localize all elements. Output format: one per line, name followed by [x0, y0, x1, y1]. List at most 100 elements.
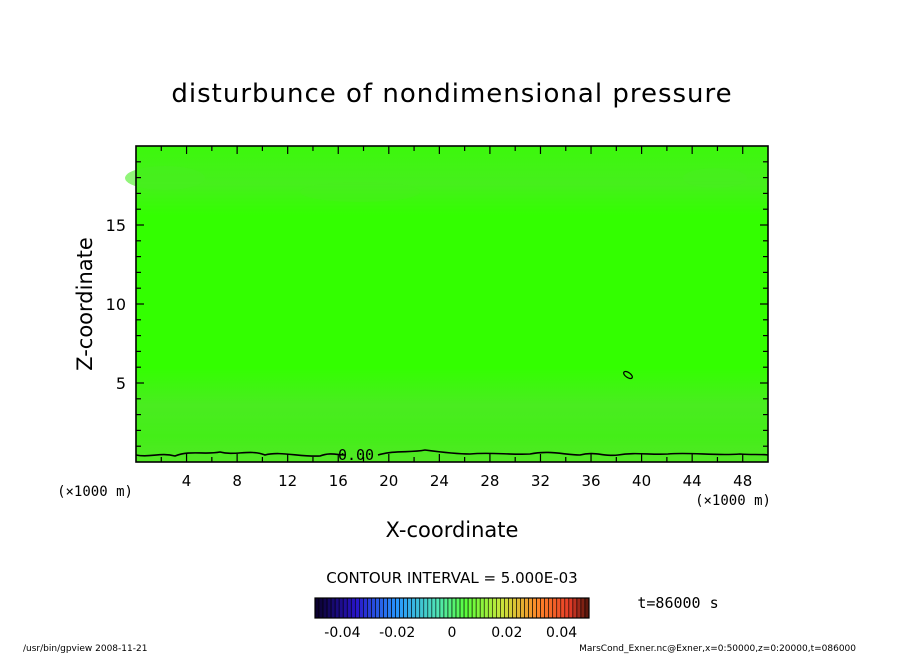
x-unit-left: (×1000 m): [57, 484, 133, 500]
x-tick-label: 24: [430, 472, 449, 490]
colorbar-cell: [395, 597, 400, 619]
colorbar-cell: [363, 597, 368, 619]
colorbar-cell: [568, 597, 574, 619]
colorbar-cell: [508, 597, 513, 619]
colorbar-cell: [371, 597, 376, 619]
colorbar-cell: [475, 597, 481, 619]
x-tick-label: 4: [182, 472, 192, 490]
y-axis-label: Z-coordinate: [73, 237, 97, 371]
colorbar-cell: [504, 597, 509, 619]
colorbar-frame: [314, 597, 590, 619]
colorbar-cell: [318, 597, 324, 619]
colorbar-cell: [431, 597, 437, 619]
colorbar-cell: [580, 597, 586, 619]
colorbar-cell: [342, 597, 348, 619]
colorbar-cell: [326, 597, 332, 619]
colorbar-cell: [556, 597, 562, 619]
x-tick-label: 28: [480, 472, 499, 490]
colorbar-cell: [447, 597, 453, 619]
field-blob-right: [683, 168, 747, 188]
x-tick-label: 32: [531, 472, 550, 490]
x-tick-label: 48: [733, 472, 752, 490]
y-tick-label: 10: [106, 295, 126, 314]
colorbar-cell: [536, 597, 541, 619]
footer-right: MarsCond_Exner.nc@Exner,x=0:50000,z=0:20…: [579, 644, 856, 654]
colorbar-cell: [411, 597, 417, 619]
colorbar-cell: [564, 597, 570, 619]
colorbar-cell: [548, 597, 554, 619]
x-tick-label: 12: [278, 472, 297, 490]
colorbar-cell: [552, 597, 558, 619]
y-axis: 5 10 15: [106, 161, 768, 447]
colorbar-cell: [359, 597, 364, 619]
colorbar-cell: [532, 597, 537, 619]
field-blob-mid: [300, 182, 420, 202]
colorbar-cell: [350, 597, 356, 619]
colorbar-cell: [439, 597, 445, 619]
x-tick-label: 36: [581, 472, 600, 490]
colorbar-cell: [391, 597, 396, 619]
x-axis-label: X-coordinate: [386, 518, 519, 542]
colorbar-cell: [487, 597, 493, 619]
x-unit-right: (×1000 m): [695, 493, 771, 509]
colorbar-tick-label: 0.02: [491, 625, 522, 641]
colorbar-cell: [528, 597, 533, 619]
colorbar-cell: [334, 597, 340, 619]
colorbar-cell: [584, 597, 590, 619]
colorbar-cell: [427, 597, 433, 619]
contour-interval: CONTOUR INTERVAL = 5.000E-03: [326, 569, 577, 587]
x-tick-label: 8: [232, 472, 242, 490]
colorbar-cell: [435, 597, 441, 619]
colorbar-cell: [512, 597, 517, 619]
colorbar-cell: [403, 597, 408, 619]
colorbar-cell: [471, 597, 477, 619]
chart-title: disturbunce of nondimensional pressure: [171, 79, 732, 109]
colorbar-cell: [383, 597, 388, 619]
colorbar-cell: [375, 597, 380, 619]
colorbar-cell: [540, 597, 545, 619]
zero-contour: [135, 449, 769, 457]
colorbar-cell: [455, 597, 461, 619]
field-blob-left: [125, 166, 205, 190]
colorbar-cell: [500, 597, 505, 619]
x-tick-label: 20: [379, 472, 398, 490]
colorbar-cell: [330, 597, 336, 619]
colorbar-cell: [544, 597, 550, 619]
colorbar-cell: [463, 597, 469, 619]
colorbar-cell: [572, 597, 578, 619]
y-tick-label: 5: [116, 374, 126, 393]
colorbar-cell: [338, 597, 344, 619]
contour-label: 0.00: [338, 446, 374, 464]
colorbar-cell: [423, 597, 429, 619]
colorbar-cell: [443, 597, 449, 619]
colorbar: [314, 597, 590, 619]
colorbar-cell: [399, 597, 404, 619]
colorbar-cell: [314, 597, 320, 619]
colorbar-cell: [322, 597, 328, 619]
colorbar-tick-label: -0.02: [379, 625, 415, 641]
x-tick-label: 44: [683, 472, 702, 490]
x-axis: 4 8 12 16 20 24 28 32 36 40 44 48: [160, 146, 752, 490]
colorbar-cell: [367, 597, 372, 619]
colorbar-cell: [415, 597, 421, 619]
colorbar-cell: [491, 597, 497, 619]
colorbar-cell: [479, 597, 485, 619]
colorbar-cell: [467, 597, 473, 619]
colorbar-cell: [354, 597, 360, 619]
colorbar-cell: [387, 597, 392, 619]
colorbar-cell: [419, 597, 425, 619]
footer-left: /usr/bin/gpview 2008-11-21: [23, 644, 147, 654]
colorbar-tick-label: 0.04: [546, 625, 577, 641]
colorbar-cell: [407, 597, 413, 619]
colorbar-cell: [459, 597, 465, 619]
colorbar-cell: [346, 597, 352, 619]
x-tick-label: 16: [329, 472, 348, 490]
colorbar-cell: [520, 597, 525, 619]
colorbar-cell: [516, 597, 521, 619]
colorbar-cell: [483, 597, 489, 619]
colorbar-cell: [496, 597, 501, 619]
colorbar-cell: [379, 597, 384, 619]
time-label: t=86000 s: [637, 594, 718, 612]
colorbar-tick-label: -0.04: [324, 625, 360, 641]
